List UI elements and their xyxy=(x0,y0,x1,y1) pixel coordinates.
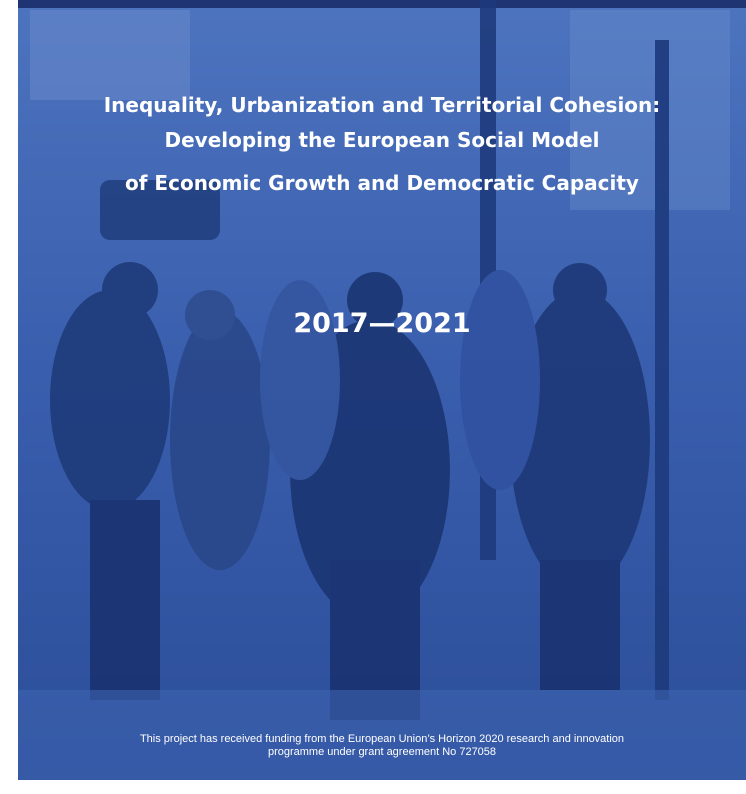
cover: Inequality, Urbanization and Territorial… xyxy=(0,0,746,794)
page: {"cover": { "title_lines": ["Inequality,… xyxy=(0,0,746,794)
title-line: Developing the European Social Model xyxy=(164,128,599,152)
funding-line: programme under grant agreement No 72705… xyxy=(268,746,496,758)
title-line: of Economic Growth and Democratic Capaci… xyxy=(125,171,639,195)
top-bar xyxy=(18,0,746,8)
body: Inequality, Urbanization and Territorial… xyxy=(0,0,746,794)
title-line: Inequality, Urbanization and Territorial… xyxy=(104,93,661,117)
years: 2017—2021 xyxy=(293,308,470,339)
funding-line: This project has received funding from t… xyxy=(140,733,624,745)
